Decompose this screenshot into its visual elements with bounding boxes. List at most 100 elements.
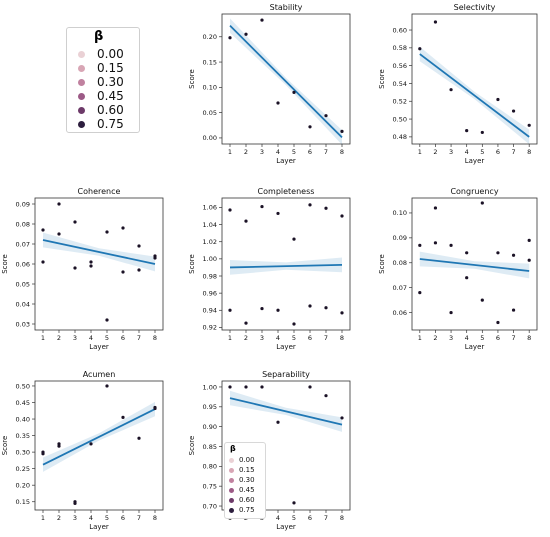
y-tick-label: 0.04: [16, 300, 30, 308]
data-point: [340, 416, 344, 420]
legend-inset-item: 0.30: [229, 476, 255, 484]
data-point: [276, 420, 280, 424]
chart-title: Coherence: [78, 187, 121, 196]
legend-inset-label: 0.30: [239, 476, 255, 484]
chart-panel-coherence: Coherence 1 2 3 4 5 6 7 8 Layer 0.03 0.04 0.05 0.06 0.…: [1, 187, 164, 351]
y-tick-label: 0.07: [16, 240, 30, 248]
x-tick-label: 7: [137, 334, 141, 342]
data-point: [340, 311, 344, 315]
data-point: [480, 298, 484, 302]
legend-inset-swatch: [229, 507, 234, 513]
data-point: [324, 206, 328, 210]
data-point: [308, 304, 312, 308]
legend-inset-swatch: [229, 467, 234, 473]
y-tick-label: 0.00: [203, 134, 217, 142]
data-point: [527, 238, 531, 242]
legend-main-label: 0.00: [97, 47, 124, 61]
y-tick-label: 0.58: [393, 44, 407, 52]
y-tick-label: 0.75: [203, 482, 217, 490]
x-tick-label: 2: [244, 334, 248, 342]
data-point: [41, 228, 45, 232]
data-point: [496, 97, 500, 102]
y-tick-label: 0.40: [16, 415, 30, 423]
data-point: [324, 114, 328, 118]
x-tick-label: 7: [324, 334, 328, 342]
data-point: [511, 308, 516, 312]
data-point: [153, 256, 157, 260]
data-point: [465, 129, 469, 133]
y-tick-label: 0.95: [203, 403, 217, 411]
x-tick-label: 3: [260, 148, 264, 156]
x-axis-label: Layer: [276, 343, 296, 351]
y-axis-label: Score: [1, 436, 9, 456]
data-point: [418, 243, 422, 247]
x-tick-label: 5: [292, 334, 296, 342]
data-point: [121, 415, 125, 419]
legend-main-swatch: [78, 120, 85, 128]
data-point: [260, 18, 264, 22]
chart-title: Completeness: [258, 187, 315, 196]
legend-inset-item: 0.60: [229, 496, 255, 504]
legend-main-label: 0.30: [97, 75, 124, 89]
legend-main-label: 0.60: [97, 103, 124, 117]
plot-frame: [221, 13, 351, 145]
y-tick-label: 0.10: [393, 209, 407, 217]
legend-inset-swatch: [229, 497, 234, 503]
y-tick-label: 0.09: [16, 200, 30, 208]
y-tick-label: 0.48: [393, 133, 407, 141]
y-tick-label: 0.90: [203, 423, 217, 431]
x-tick-label: 5: [480, 148, 484, 156]
x-tick-label: 7: [324, 148, 328, 156]
x-tick-label: 6: [308, 148, 312, 156]
trend-line: [419, 258, 530, 272]
chart-panel-separability: Separability12345678Layer0.700.750.800.8…: [188, 370, 351, 531]
legend-main: β 0.00 0.15 0.30 0.45 0.60 0.75: [66, 27, 140, 133]
x-tick-label: 4: [89, 334, 93, 342]
data-point: [244, 321, 248, 325]
data-point: [418, 47, 422, 51]
y-tick-label: 0.08: [16, 220, 30, 228]
chart-title: Selectivity: [454, 3, 496, 12]
chart-panel-completeness: Completeness 1 2 3 4 5 6 7 8 Layer 0.92 0.94 0.96 0.9…: [188, 187, 351, 351]
x-tick-label: 3: [260, 334, 264, 342]
data-point: [105, 384, 109, 388]
data-point: [276, 211, 280, 216]
legend-main-item: 0.75: [78, 117, 124, 131]
x-tick-label: 7: [511, 334, 515, 342]
x-tick-label: 4: [276, 514, 280, 522]
trend-line: [229, 24, 343, 139]
data-point: [137, 268, 141, 272]
data-point: [228, 308, 232, 312]
y-tick-label: 1.00: [203, 255, 217, 263]
y-tick-label: 0.96: [203, 289, 217, 297]
x-axis-label: Layer: [276, 523, 296, 531]
plot-frame: [34, 380, 164, 511]
chart-panel-congruency: Congruency 1 2 3 4 5 6 7 8 Layer 0.06 0.07 0.08 0.09 0…: [378, 187, 538, 351]
data-point: [228, 385, 232, 389]
x-tick-label: 2: [57, 514, 61, 522]
chart-title: Acumen: [83, 370, 116, 379]
legend-main-label: 0.75: [97, 117, 124, 131]
y-tick-label: 0.06: [393, 309, 407, 317]
y-tick-label: 0.20: [203, 33, 217, 41]
y-tick-label: 0.20: [16, 481, 30, 489]
x-tick-label: 4: [89, 514, 93, 522]
legend-inset-item: 0.00: [229, 456, 255, 464]
y-axis-label: Score: [188, 69, 196, 89]
plot-frame: [411, 13, 538, 145]
legend-inset-swatch: [229, 487, 234, 493]
trend-line: [229, 263, 343, 269]
data-point: [496, 251, 500, 255]
data-point: [137, 244, 141, 248]
data-point: [292, 501, 296, 505]
legend-main-item: 0.15: [78, 61, 124, 75]
data-point: [89, 260, 93, 264]
data-point: [260, 204, 264, 209]
y-tick-label: 0.70: [203, 502, 217, 510]
y-tick-label: 0.80: [203, 463, 217, 471]
x-tick-label: 8: [340, 334, 344, 342]
y-axis-label: Score: [1, 254, 9, 274]
x-tick-label: 8: [527, 148, 531, 156]
data-point: [449, 88, 453, 92]
